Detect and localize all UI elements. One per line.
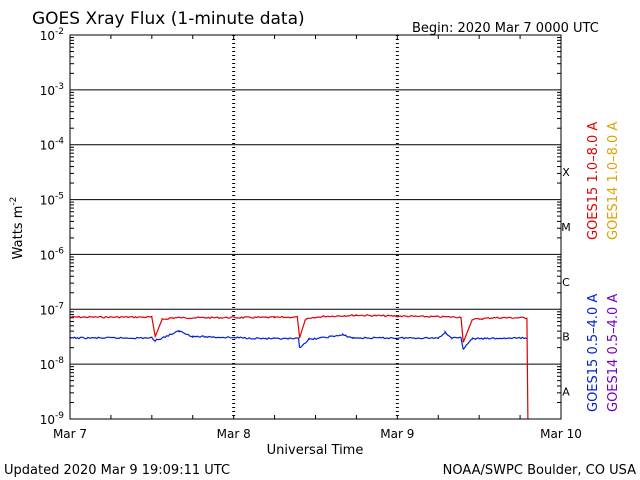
y-tick-base: 10	[40, 248, 55, 262]
x-tick-label: Mar 10	[540, 427, 582, 441]
x-tick-label: Mar 7	[53, 427, 87, 441]
gridlines	[70, 35, 561, 419]
flare-class-label: X	[562, 166, 570, 179]
y-tick-label: 10-8	[40, 356, 65, 372]
flare-class-labels: X M C B A	[561, 166, 571, 398]
flare-class-label: A	[562, 386, 570, 399]
y-tick-label: 10-6	[40, 246, 65, 262]
minor-ticks	[70, 35, 561, 419]
legend: GOES15 1.0–8.0 A GOES14 1.0–8.0 A GOES15 0…	[586, 122, 621, 412]
y-tick-label: 10-5	[40, 192, 64, 208]
plot-frame	[69, 34, 562, 420]
series-line	[69, 329, 528, 350]
y-tick-exp: -4	[55, 137, 64, 147]
data-series	[69, 314, 529, 420]
y-tick-base: 10	[40, 358, 55, 372]
y-tick-label: 10-9	[40, 411, 65, 427]
flare-class-label: B	[562, 331, 570, 344]
y-tick-exp: -9	[55, 411, 64, 421]
legend-entry: GOES15 1.0–8.0 A	[586, 122, 601, 240]
series-line	[69, 314, 529, 420]
x-axis-label: Universal Time	[267, 443, 364, 458]
y-axis-label: Watts m-2	[9, 197, 26, 260]
flare-class-label: M	[561, 221, 571, 234]
updated-timestamp: Updated 2020 Mar 9 19:09:11 UTC	[4, 463, 230, 478]
chart-title: GOES Xray Flux (1-minute data)	[32, 9, 305, 29]
y-tick-base: 10	[40, 84, 55, 98]
y-tick-label: 10-3	[40, 82, 64, 98]
y-tick-exp: -7	[55, 301, 64, 311]
y-tick-label: 10-2	[40, 27, 64, 43]
legend-entry: GOES14 1.0–8.0 A	[606, 122, 621, 240]
y-tick-base: 10	[40, 303, 55, 317]
legend-entry: GOES14 0.5–4.0 A	[606, 294, 621, 412]
y-tick-base: 10	[40, 413, 55, 427]
x-tick-labels: Mar 7 Mar 8 Mar 9 Mar 10	[53, 427, 582, 441]
y-tick-base: 10	[40, 29, 55, 43]
y-tick-label: 10-4	[40, 137, 65, 153]
y-tick-exp: -5	[55, 192, 64, 202]
y-tick-label: 10-7	[40, 301, 64, 317]
legend-entry: GOES15 0.5–4.0 A	[586, 294, 601, 412]
y-tick-exp: -6	[55, 246, 64, 256]
y-tick-exp: -8	[55, 356, 64, 366]
flare-class-label: C	[562, 276, 570, 289]
y-tick-labels: 10-210-310-410-510-610-710-810-9	[40, 27, 65, 427]
y-tick-base: 10	[40, 194, 55, 208]
y-tick-base: 10	[40, 139, 55, 153]
y-tick-exp: -3	[55, 82, 64, 92]
x-tick-label: Mar 9	[380, 427, 414, 441]
begin-label: Begin: 2020 Mar 7 0000 UTC	[412, 21, 599, 36]
y-tick-exp: -2	[55, 27, 64, 37]
x-tick-label: Mar 8	[217, 427, 251, 441]
source-credit: NOAA/SWPC Boulder, CO USA	[443, 463, 636, 478]
